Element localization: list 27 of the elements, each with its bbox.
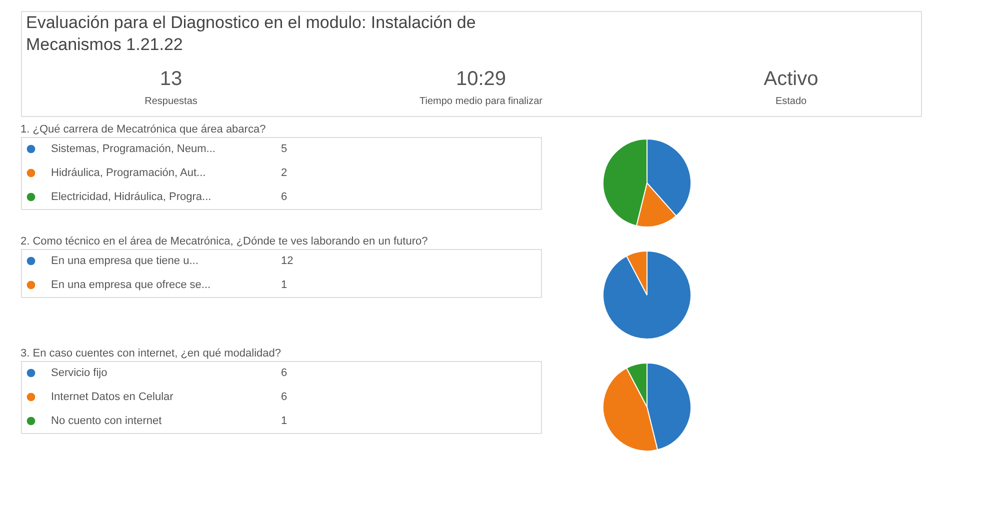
text: Respuestas — [144, 96, 198, 107]
legend-label: Internet Datos en Celular — [51, 391, 174, 403]
text: 13 — [160, 68, 182, 90]
legend-label: En una empresa que ofrece se... — [51, 279, 211, 291]
legend-label: Hidráulica, Programación, Aut... — [51, 167, 206, 179]
data-label: 6 — [281, 391, 288, 403]
chart-title: 3. En caso cuentes con internet, ¿en qué modalidad? — [20, 348, 282, 360]
pie-slice — [602, 250, 692, 340]
data-label: 1 — [281, 415, 288, 427]
chart-title: 1. ¿Qué carrera de Mecatrónica que área abarca? — [20, 124, 266, 136]
legend-label: Sistemas, Programación, Neum... — [51, 143, 216, 155]
text: 10:29 — [456, 68, 506, 90]
data-label: 6 — [281, 191, 288, 203]
data-label: 6 — [281, 367, 288, 379]
chart-title: 2. Como técnico en el área de Mecatrónica, ¿Dónde te ves laborando en un futuro? — [20, 236, 428, 248]
text: Evaluación para el Diagnostico en el modulo: Instalación de Mecanismos 1.21.22 — [26, 13, 476, 54]
text: Tiempo medio para finalizar — [419, 96, 544, 107]
text: Estado — [775, 96, 807, 107]
legend-label: Servicio fijo — [51, 367, 108, 379]
legend-label: En una empresa que tiene u... — [51, 255, 198, 267]
data-label: 5 — [281, 143, 288, 155]
data-label: 12 — [281, 255, 294, 267]
legend-label: No cuento con internet — [51, 415, 162, 427]
legend-label: Electricidad, Hidráulica, Progra... — [51, 191, 212, 203]
data-label: 2 — [281, 167, 288, 179]
text: Activo — [764, 68, 818, 90]
data-label: 1 — [281, 279, 288, 291]
